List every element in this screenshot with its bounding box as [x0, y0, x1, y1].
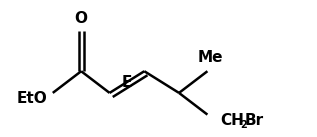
Text: E: E — [122, 75, 132, 90]
Text: O: O — [75, 11, 88, 26]
Text: CH: CH — [220, 112, 244, 128]
Text: Me: Me — [198, 50, 223, 65]
Text: 2: 2 — [240, 120, 247, 130]
Text: EtO: EtO — [17, 91, 48, 106]
Text: Br: Br — [244, 112, 263, 128]
